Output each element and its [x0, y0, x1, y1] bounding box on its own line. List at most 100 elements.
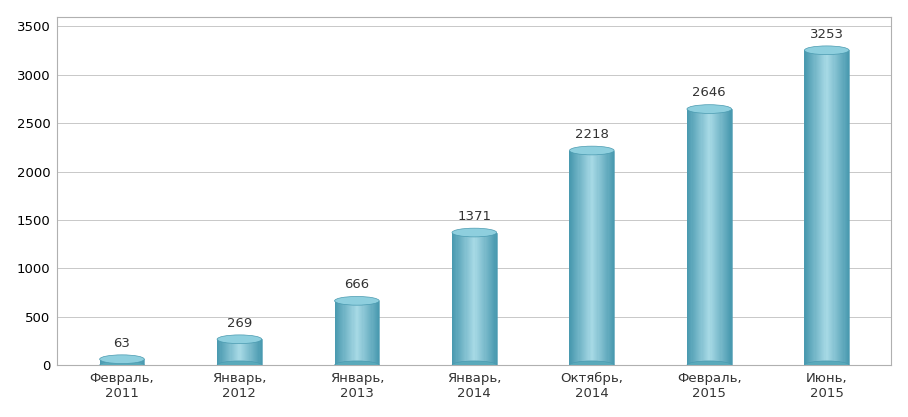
Bar: [589, 151, 591, 365]
Bar: [484, 233, 486, 365]
Bar: [804, 50, 805, 365]
Bar: [570, 151, 572, 365]
Bar: [819, 50, 820, 365]
Bar: [226, 339, 227, 365]
Bar: [611, 151, 612, 365]
Bar: [368, 301, 370, 365]
Bar: [839, 50, 840, 365]
Bar: [709, 109, 710, 365]
Bar: [703, 109, 704, 365]
Bar: [143, 359, 144, 365]
Bar: [227, 339, 228, 365]
Bar: [244, 339, 245, 365]
Bar: [720, 109, 722, 365]
Bar: [698, 109, 699, 365]
Bar: [702, 109, 703, 365]
Bar: [106, 359, 107, 365]
Bar: [256, 339, 257, 365]
Bar: [349, 301, 350, 365]
Bar: [220, 339, 221, 365]
Bar: [107, 359, 109, 365]
Bar: [495, 233, 496, 365]
Bar: [477, 233, 478, 365]
Bar: [345, 301, 346, 365]
Bar: [372, 301, 373, 365]
Bar: [478, 233, 479, 365]
Bar: [829, 50, 830, 365]
Bar: [723, 109, 724, 365]
Bar: [343, 301, 345, 365]
Bar: [459, 233, 461, 365]
Bar: [607, 151, 608, 365]
Bar: [129, 359, 130, 365]
Bar: [357, 301, 358, 365]
Bar: [141, 359, 142, 365]
Bar: [689, 109, 690, 365]
Bar: [582, 151, 583, 365]
Bar: [833, 50, 834, 365]
Bar: [831, 50, 833, 365]
Bar: [816, 50, 818, 365]
Bar: [463, 233, 464, 365]
Bar: [728, 109, 729, 365]
Bar: [725, 109, 726, 365]
Bar: [828, 50, 829, 365]
Bar: [705, 109, 706, 365]
Ellipse shape: [100, 361, 144, 369]
Bar: [231, 339, 232, 365]
Bar: [599, 151, 601, 365]
Bar: [690, 109, 691, 365]
Bar: [468, 233, 469, 365]
Bar: [101, 359, 102, 365]
Bar: [376, 301, 377, 365]
Bar: [814, 50, 815, 365]
Bar: [813, 50, 814, 365]
Bar: [823, 50, 824, 365]
Bar: [708, 109, 709, 365]
Bar: [260, 339, 261, 365]
Bar: [254, 339, 255, 365]
Bar: [341, 301, 342, 365]
Bar: [240, 339, 241, 365]
Bar: [481, 233, 482, 365]
Bar: [375, 301, 376, 365]
Bar: [579, 151, 580, 365]
Bar: [133, 359, 134, 365]
Bar: [139, 359, 140, 365]
Bar: [362, 301, 363, 365]
Text: 2218: 2218: [575, 128, 608, 141]
Text: 269: 269: [227, 317, 252, 330]
Bar: [371, 301, 372, 365]
Bar: [575, 151, 577, 365]
Bar: [716, 109, 717, 365]
Bar: [587, 151, 588, 365]
Bar: [238, 339, 240, 365]
Bar: [714, 109, 715, 365]
Bar: [696, 109, 697, 365]
Ellipse shape: [804, 361, 849, 369]
Ellipse shape: [452, 361, 497, 369]
Bar: [476, 233, 477, 365]
Text: 3253: 3253: [810, 28, 844, 41]
Text: 63: 63: [114, 337, 131, 349]
Bar: [469, 233, 471, 365]
Bar: [360, 301, 361, 365]
Bar: [235, 339, 236, 365]
Bar: [109, 359, 110, 365]
Bar: [612, 151, 613, 365]
Bar: [815, 50, 816, 365]
Bar: [246, 339, 247, 365]
Bar: [844, 50, 845, 365]
Bar: [488, 233, 489, 365]
Bar: [818, 50, 819, 365]
Bar: [221, 339, 222, 365]
Ellipse shape: [569, 361, 614, 369]
Bar: [584, 151, 585, 365]
Text: 1371: 1371: [458, 210, 491, 223]
Bar: [257, 339, 259, 365]
Bar: [104, 359, 105, 365]
Bar: [121, 359, 122, 365]
Bar: [464, 233, 466, 365]
Bar: [367, 301, 368, 365]
Bar: [845, 50, 847, 365]
